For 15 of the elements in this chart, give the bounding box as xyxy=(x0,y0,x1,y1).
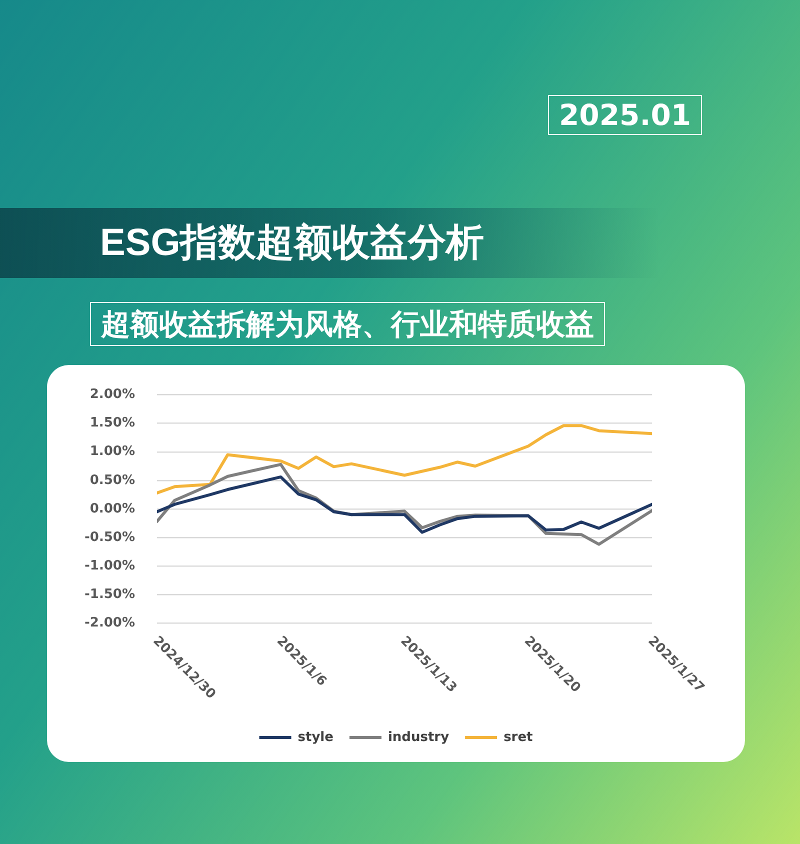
chart-subtitle: 超额收益拆解为风格、行业和特质收益 xyxy=(90,302,605,346)
legend-label: style xyxy=(298,730,334,745)
y-tick-label: 0.00% xyxy=(90,501,135,516)
legend-label: sret xyxy=(504,730,533,745)
y-tick-label: 1.00% xyxy=(90,444,135,460)
y-tick-label: 2.00% xyxy=(90,387,135,402)
y-tick-label: -1.00% xyxy=(84,558,135,574)
y-tick-label: 0.50% xyxy=(90,472,135,488)
y-tick-label: -0.50% xyxy=(84,530,135,545)
y-tick-label: -2.00% xyxy=(84,615,135,630)
y-tick-label: 1.50% xyxy=(90,416,135,431)
y-tick-label: -1.50% xyxy=(84,586,135,602)
legend-label: industry xyxy=(388,730,450,745)
chart-title: ESG指数超额收益分析 xyxy=(100,221,484,266)
text: 2025.01 xyxy=(548,95,702,135)
